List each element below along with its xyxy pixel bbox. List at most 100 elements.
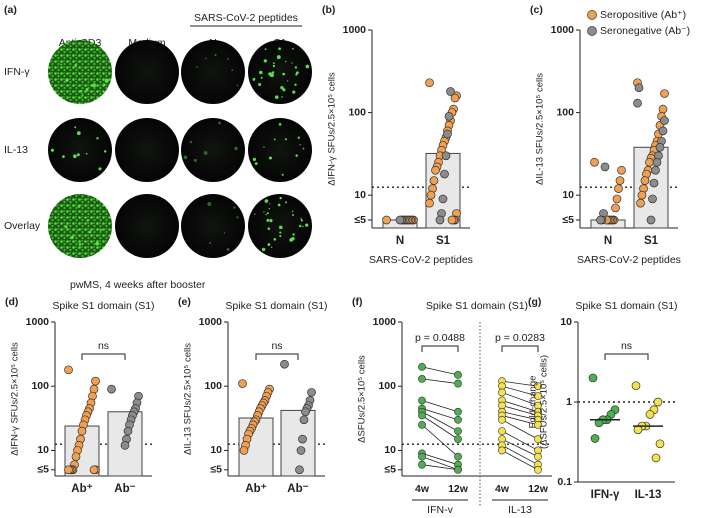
y-tick-label: 10 bbox=[562, 189, 574, 201]
data-point bbox=[645, 157, 654, 167]
spot bbox=[88, 230, 92, 234]
chart-title: Spike S1 domain (S1) bbox=[52, 300, 154, 312]
pair-line bbox=[421, 415, 459, 440]
spot bbox=[74, 63, 77, 67]
data-point bbox=[443, 129, 452, 139]
pair-line bbox=[421, 411, 459, 432]
data-point bbox=[652, 157, 662, 167]
data-point bbox=[534, 420, 542, 429]
spot bbox=[79, 89, 83, 93]
chart-title: Spike S1 domain (S1) bbox=[225, 300, 327, 312]
spot bbox=[284, 138, 287, 141]
data-point bbox=[454, 465, 462, 474]
row-label: Overlay bbox=[4, 220, 41, 232]
well bbox=[248, 118, 312, 182]
spot bbox=[65, 78, 69, 82]
well bbox=[115, 194, 179, 258]
x-tick-label: IFN-γ bbox=[591, 489, 620, 501]
spot bbox=[234, 146, 238, 151]
spot bbox=[300, 218, 303, 220]
spot bbox=[264, 48, 267, 51]
spot bbox=[278, 47, 281, 51]
y-tick-label: 0.1 bbox=[557, 476, 572, 488]
data-point bbox=[649, 178, 659, 188]
x-tick-label: N bbox=[396, 235, 404, 247]
spot bbox=[279, 225, 283, 230]
data-point bbox=[617, 165, 626, 175]
data-point bbox=[637, 190, 647, 200]
y-tick-label: 100 bbox=[204, 380, 222, 392]
spot bbox=[95, 241, 100, 246]
data-point bbox=[418, 420, 426, 429]
pair-line bbox=[501, 419, 539, 440]
data-point bbox=[534, 465, 542, 474]
data-point bbox=[454, 435, 462, 444]
data-point bbox=[534, 382, 542, 391]
y-axis-label: (ΔSFUs/2.5×10⁵ cells) bbox=[539, 355, 550, 449]
x-axis-label: SARS-CoV-2 peptides bbox=[369, 254, 473, 266]
spot bbox=[207, 202, 212, 207]
x-tick-label: S1 bbox=[436, 235, 451, 247]
data-point bbox=[301, 407, 310, 417]
data-point bbox=[636, 198, 645, 208]
data-point bbox=[594, 418, 604, 428]
spot bbox=[50, 148, 54, 152]
pair-line bbox=[501, 411, 539, 421]
spot bbox=[263, 59, 267, 63]
spot bbox=[269, 203, 271, 205]
data-point bbox=[615, 176, 625, 185]
annotation: p = 0.0283 bbox=[495, 332, 545, 344]
spot bbox=[85, 88, 89, 91]
data-point bbox=[395, 215, 405, 225]
spot bbox=[85, 152, 88, 155]
spot bbox=[258, 83, 262, 87]
spot bbox=[291, 210, 294, 213]
data-point bbox=[238, 379, 247, 388]
data-point bbox=[498, 427, 506, 436]
data-point bbox=[120, 441, 130, 450]
data-point bbox=[633, 425, 643, 435]
data-point bbox=[590, 434, 600, 443]
data-point bbox=[660, 116, 669, 125]
y-tick-label: ≤5 bbox=[37, 464, 49, 476]
spot bbox=[289, 237, 294, 242]
spot bbox=[252, 157, 257, 162]
spot bbox=[76, 229, 79, 231]
spot bbox=[267, 243, 271, 246]
spot bbox=[279, 231, 282, 234]
data-point bbox=[418, 362, 426, 371]
spot bbox=[77, 205, 81, 208]
data-point bbox=[454, 371, 462, 379]
spot bbox=[64, 225, 68, 229]
spot bbox=[236, 84, 239, 87]
data-point bbox=[651, 453, 661, 463]
well bbox=[181, 194, 245, 258]
spot bbox=[252, 77, 256, 81]
y-axis-label: ΔSFUs/2.5×10⁵ cells bbox=[357, 355, 368, 443]
chart-title: Spike S1 domain (S1) bbox=[575, 300, 677, 312]
data-point bbox=[425, 78, 434, 88]
spot bbox=[270, 246, 273, 248]
data-point bbox=[426, 190, 436, 200]
data-point bbox=[298, 434, 307, 444]
spot bbox=[297, 136, 300, 139]
data-point bbox=[651, 165, 660, 175]
spot bbox=[302, 147, 305, 150]
data-point bbox=[660, 89, 669, 98]
legend-marker bbox=[587, 10, 597, 20]
annotation: ns bbox=[271, 340, 282, 352]
bar bbox=[280, 409, 316, 477]
y-tick-label: 1000 bbox=[551, 24, 575, 36]
y-tick-label: 1000 bbox=[26, 316, 50, 328]
data-point bbox=[655, 439, 665, 449]
spot bbox=[231, 69, 234, 72]
spot bbox=[78, 243, 82, 246]
data-point bbox=[307, 388, 316, 397]
data-point bbox=[444, 111, 454, 121]
data-point bbox=[534, 452, 542, 461]
pair-line bbox=[421, 453, 459, 466]
data-point bbox=[498, 415, 506, 424]
data-point bbox=[435, 215, 445, 225]
spot bbox=[292, 90, 296, 94]
y-tick-label: 10 bbox=[210, 444, 222, 456]
